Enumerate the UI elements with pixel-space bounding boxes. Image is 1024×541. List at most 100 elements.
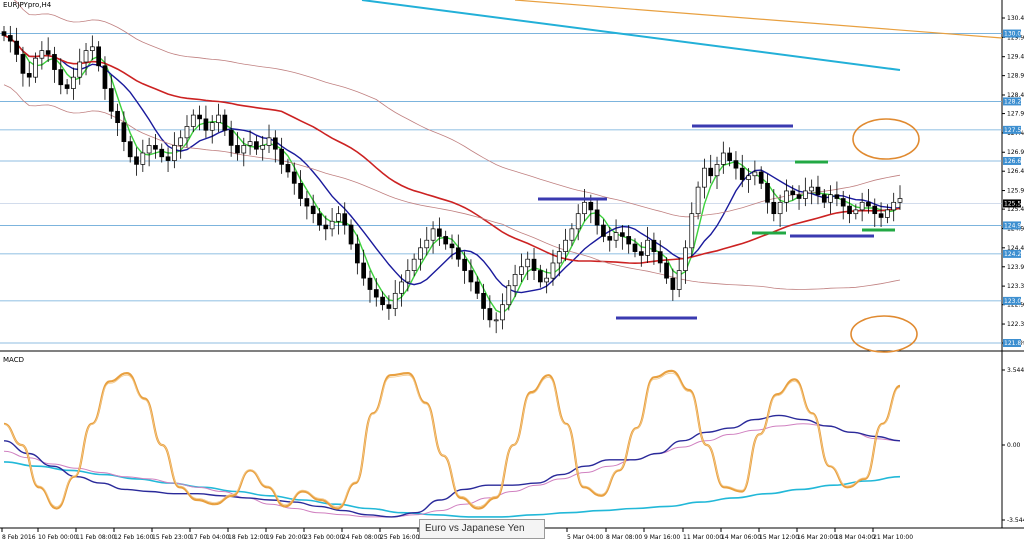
candle-body: [765, 182, 770, 203]
candle-body: [437, 228, 442, 237]
price-tick-label: 129.95: [1007, 34, 1024, 41]
candle-body: [216, 114, 221, 124]
highlight-ellipse-bottom: [850, 315, 918, 353]
candle-body: [235, 145, 240, 154]
candle-body: [588, 201, 594, 211]
candle-body: [228, 129, 234, 146]
candle-body: [172, 145, 177, 161]
candle-body: [834, 194, 840, 199]
candle-body: [153, 145, 158, 150]
time-tick-label: 15 Feb 23:00: [152, 534, 192, 541]
candle-body: [348, 224, 354, 245]
candle-body: [550, 262, 556, 279]
price-tick-label: 128.94: [1007, 73, 1024, 80]
level-badge-label: 123.00: [1004, 298, 1024, 305]
candle-body: [569, 228, 575, 241]
candle-body: [828, 194, 833, 203]
candle-body: [134, 156, 139, 165]
candle-body: [683, 247, 688, 271]
time-tick-label: 25 Feb 16:00: [380, 534, 420, 541]
price-tick-label: 122.39: [1007, 321, 1024, 328]
level-badge: [1003, 156, 1021, 165]
candle-body: [178, 137, 184, 146]
candle-body: [594, 209, 600, 226]
candle-body: [739, 167, 745, 180]
candle-body: [519, 266, 524, 275]
ma-long-line: [3, 84, 901, 290]
candle-body: [89, 46, 95, 51]
level-badge-label: 124.24: [1004, 251, 1024, 258]
candle-body: [209, 122, 215, 131]
candle-body: [241, 145, 247, 154]
candle-body: [657, 251, 663, 264]
candle-body: [102, 65, 108, 89]
macd-oscillator-shadow-line: [3, 372, 901, 508]
candle-body: [222, 114, 228, 131]
candle-body: [784, 190, 789, 203]
level-badge: [1003, 296, 1021, 305]
candle-body: [449, 243, 455, 249]
candle-body: [115, 110, 120, 124]
price-tick-label: 123.39: [1007, 283, 1024, 290]
candle-body: [853, 209, 859, 215]
level-badge: [1003, 125, 1021, 134]
candle-body: [45, 50, 51, 55]
annotations: [538, 118, 920, 353]
candle-body: [260, 145, 266, 150]
candle-body: [695, 186, 701, 215]
time-tick-label: 15 Mar 12:00: [759, 534, 799, 541]
candle-body: [247, 141, 253, 146]
candle-body: [803, 190, 808, 199]
candle-body: [638, 251, 644, 256]
price-tick-label: 127.94: [1007, 111, 1024, 118]
candle-body: [355, 243, 360, 264]
price-tick-label: 126.92: [1007, 149, 1024, 156]
candle-body: [493, 319, 499, 322]
candle-body: [127, 141, 133, 158]
candle-body: [272, 137, 278, 150]
candle-body: [96, 46, 101, 67]
candle-body: [626, 236, 632, 245]
candle-body: [708, 167, 714, 177]
candle-body: [758, 171, 764, 184]
candle-body: [298, 182, 303, 199]
macd-axis: 3.5448 0.00 -3.5448: [1002, 367, 1024, 524]
candle-body: [373, 289, 379, 298]
candle-body: [601, 224, 606, 237]
candle-body: [670, 277, 676, 290]
candle-body: [607, 236, 613, 241]
horizontal-levels: [0, 33, 1002, 344]
candle-body: [64, 84, 70, 89]
candle-body: [809, 186, 815, 192]
candle-body: [165, 156, 171, 161]
candle-body: [645, 239, 650, 256]
candle-body: [310, 205, 316, 215]
candle-body: [190, 114, 196, 127]
candle-body: [361, 262, 367, 279]
candle-body: [487, 308, 493, 321]
candle-body: [323, 224, 329, 230]
macd-lines: [3, 369, 901, 518]
candle-body: [582, 201, 587, 215]
candle-body: [146, 145, 152, 154]
candle-body: [203, 118, 209, 131]
candle-body: [367, 277, 373, 290]
candle-body: [752, 171, 758, 177]
candle-body: [342, 213, 348, 226]
candle-body: [291, 171, 297, 184]
price-tick-label: 122.90: [1007, 302, 1024, 309]
candle-body: [720, 152, 726, 165]
candle-body: [620, 232, 625, 237]
candle-body: [714, 164, 720, 177]
time-tick-label: 9 Mar 16:00: [644, 534, 680, 541]
macd-signal-line: [3, 414, 901, 518]
ma-slow-line: [3, 34, 901, 265]
price-tick-label: 130.46: [1007, 15, 1024, 22]
price-tick-label: 125.91: [1007, 188, 1024, 195]
candle-body: [418, 247, 423, 260]
level-badge-label: 126.69: [1004, 158, 1024, 165]
price-axis: 130.46 129.95 129.44 128.94 128.43 127.94 127.…: [1002, 15, 1024, 347]
macd-panel-title: MACD: [3, 356, 24, 364]
price-panel-title: EURJPYpro,H4: [3, 1, 52, 9]
